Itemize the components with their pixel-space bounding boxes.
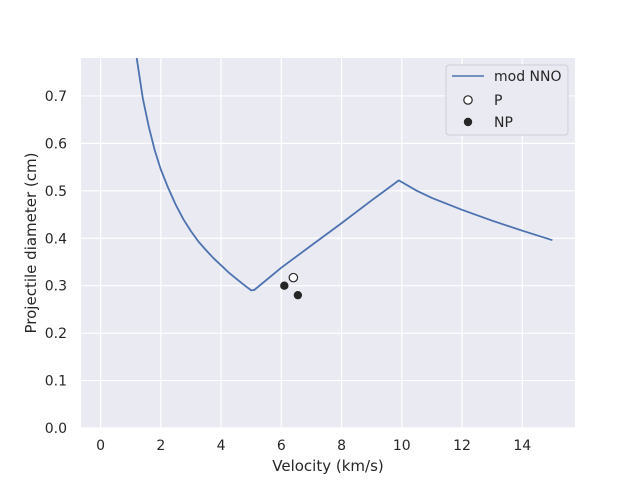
data-point-p: [288, 272, 299, 283]
x-tick-label: 2: [156, 438, 165, 454]
y-tick-label: 0.3: [45, 279, 67, 295]
x-tick-label: 10: [393, 438, 411, 454]
x-tick-label: 14: [513, 438, 531, 454]
series-line-mod-nno: [135, 58, 553, 292]
y-axis-label: Projectile diameter (cm): [22, 153, 40, 334]
x-axis-label: Velocity (km/s): [272, 457, 383, 475]
y-tick-label: 0.2: [45, 326, 67, 342]
legend-label-np: NP: [494, 115, 513, 131]
y-tick-label: 0.6: [45, 136, 67, 152]
data-point-np: [293, 290, 303, 300]
legend: mod NNO P NP: [445, 64, 569, 136]
legend-label-p: P: [494, 93, 502, 109]
legend-box: [445, 64, 569, 136]
x-tick-label: 8: [337, 438, 346, 454]
x-axis-ticks: 0 2 4 6 8 10 12 14: [96, 438, 531, 454]
legend-open-circle-marker: [463, 95, 473, 105]
legend-label-mod-nno: mod NNO: [494, 69, 562, 85]
y-tick-label: 0.5: [45, 184, 67, 200]
legend-filled-circle-marker: [463, 117, 473, 127]
x-tick-label: 6: [277, 438, 286, 454]
x-tick-label: 12: [453, 438, 471, 454]
y-tick-label: 0.7: [45, 89, 67, 105]
y-tick-label: 0.4: [45, 231, 67, 247]
x-tick-label: 0: [96, 438, 105, 454]
x-tick-label: 4: [217, 438, 226, 454]
y-axis-ticks: 0.0 0.1 0.2 0.3 0.4 0.5 0.6 0.7: [45, 89, 67, 437]
series: [135, 58, 553, 300]
data-point-np: [280, 281, 289, 290]
y-tick-label: 0.1: [45, 374, 67, 390]
y-tick-label: 0.0: [45, 421, 67, 437]
